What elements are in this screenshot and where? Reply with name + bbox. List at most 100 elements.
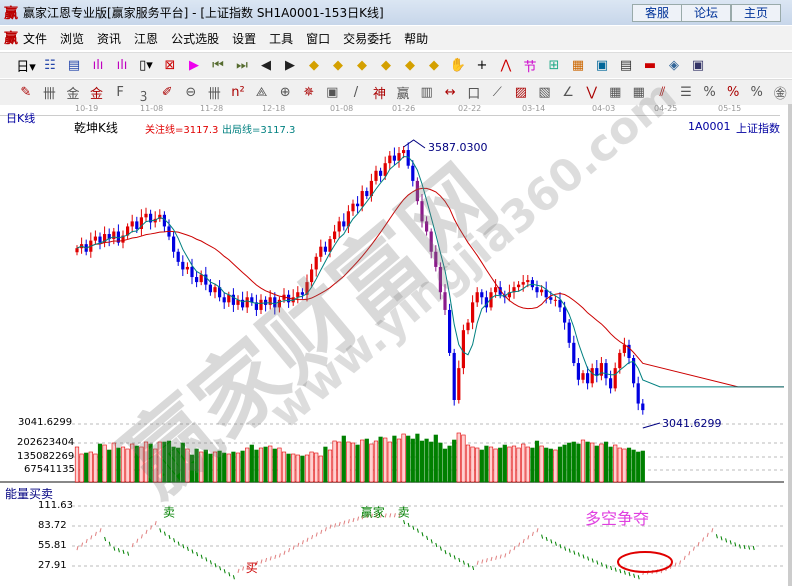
volume-bar xyxy=(318,455,323,483)
parallel-icon[interactable]: ⫽ xyxy=(659,85,666,100)
service-button[interactable]: 客服 xyxy=(632,4,682,22)
menu-item-5[interactable]: 设置 xyxy=(232,31,257,46)
calendar-icon[interactable]: ▦ xyxy=(571,58,585,73)
grid-icon[interactable]: ⊞ xyxy=(548,58,560,73)
grid2-icon[interactable]: ▦ xyxy=(609,85,622,100)
fan-icon[interactable]: ⟋ xyxy=(492,85,502,100)
n2-icon[interactable]: n² xyxy=(231,85,245,100)
pencil-icon[interactable]: ✐ xyxy=(161,85,173,100)
first-icon[interactable]: ⏮ xyxy=(212,58,224,73)
menu-item-6[interactable]: 工具 xyxy=(269,31,294,46)
candle-body xyxy=(425,221,429,232)
period-day-icon[interactable]: 日▾ xyxy=(16,60,36,75)
menu-item-3[interactable]: 江恩 xyxy=(134,31,159,46)
candle-body xyxy=(333,231,337,240)
zoom-left-icon[interactable]: ◆ xyxy=(309,58,319,73)
coin-icon[interactable]: ㊎ xyxy=(773,87,787,102)
rect-icon[interactable]: 口 xyxy=(467,87,481,102)
network-icon[interactable]: ◈ xyxy=(669,58,679,73)
bar9-icon[interactable]: ılı xyxy=(116,58,128,73)
menu-item-7[interactable]: 窗口 xyxy=(306,31,331,46)
flag-icon[interactable]: ▶ xyxy=(189,58,199,73)
angle-icon[interactable]: ⟁ xyxy=(255,85,268,100)
gold2-icon[interactable]: 金 xyxy=(90,87,104,102)
ruler-icon[interactable]: ▥ xyxy=(420,85,433,100)
menu-item-2[interactable]: 资讯 xyxy=(97,31,122,46)
left-icon[interactable]: ◀ xyxy=(261,58,271,73)
box-icon[interactable]: ▣ xyxy=(326,85,339,100)
calculator-icon[interactable]: ▣ xyxy=(595,58,609,73)
shen-icon[interactable]: 神 xyxy=(372,87,386,102)
fan2-icon[interactable]: ∠ xyxy=(562,85,574,100)
indicator-point xyxy=(706,532,709,537)
menu-item-0[interactable]: 文件 xyxy=(23,31,48,46)
candle-body xyxy=(517,284,521,288)
gold1-icon[interactable]: 金 xyxy=(66,87,80,102)
candle-body xyxy=(98,236,102,243)
right-icon[interactable]: ▶ xyxy=(285,58,295,73)
formula-icon[interactable]: ⊠ xyxy=(164,58,176,73)
spiral-icon[interactable]: ꝫ xyxy=(140,86,147,102)
doc-icon[interactable]: ▤ xyxy=(67,58,81,73)
volume-bar xyxy=(107,449,112,483)
computer-icon[interactable]: ▣ xyxy=(691,58,705,73)
gann-box-icon[interactable]: ▨ xyxy=(514,85,528,100)
indicator-point xyxy=(508,549,511,554)
line-icon[interactable]: ⋀ xyxy=(500,58,512,73)
volume-bar xyxy=(84,452,89,483)
table-icon[interactable]: ☰ xyxy=(680,85,692,100)
percent-icon[interactable]: % xyxy=(726,85,740,100)
volume-bar xyxy=(143,441,149,483)
slash-icon[interactable]: / xyxy=(353,85,359,100)
zoom-out-icon[interactable]: ◆ xyxy=(381,58,391,73)
node-icon[interactable]: 节 xyxy=(523,60,537,75)
expand-icon[interactable]: ◆ xyxy=(405,58,415,73)
indicator-point xyxy=(352,517,355,523)
candle-body xyxy=(604,363,608,379)
candle-icon[interactable]: ▯▾ xyxy=(139,58,153,73)
ying-icon[interactable]: 赢 xyxy=(396,87,410,102)
width-icon[interactable]: ↔ xyxy=(444,85,456,100)
bars-icon[interactable]: 卌 xyxy=(207,87,221,102)
star-icon[interactable]: ✵ xyxy=(303,85,315,100)
candle-body xyxy=(75,248,79,253)
volume-bar xyxy=(240,450,245,483)
indicator-point xyxy=(752,545,755,551)
signal-label: 赢家 xyxy=(361,504,385,519)
home-button[interactable]: 主页 xyxy=(731,4,781,22)
circle-icon[interactable]: ⊖ xyxy=(185,85,197,100)
hand-icon[interactable]: ✋ xyxy=(449,58,467,73)
crosshair-icon[interactable]: + xyxy=(476,58,488,73)
wave-icon[interactable]: ⋁ xyxy=(586,85,597,100)
menu-item-4[interactable]: 公式选股 xyxy=(171,31,220,46)
pen-icon[interactable]: ✎ xyxy=(20,85,32,100)
save-icon[interactable]: ▬ xyxy=(643,58,657,73)
percent-lines-icon[interactable]: % xyxy=(750,85,763,100)
menu-item-9[interactable]: 帮助 xyxy=(404,31,429,46)
notes-icon[interactable]: ▤ xyxy=(619,58,633,73)
grid3-icon[interactable]: ▦ xyxy=(632,85,645,100)
bar3-icon[interactable]: ılı xyxy=(92,58,104,73)
target-icon[interactable]: ⊕ xyxy=(279,85,291,100)
hash-icon[interactable]: 卌 xyxy=(42,87,56,102)
f-icon[interactable]: F xyxy=(116,85,124,100)
volume-bar xyxy=(272,448,277,483)
volume-bar xyxy=(576,443,581,483)
candle-body xyxy=(484,297,488,308)
percent-line-icon[interactable]: % xyxy=(703,85,716,100)
zoom-in-icon[interactable]: ◆ xyxy=(357,58,367,73)
indicator-point xyxy=(140,534,143,539)
zoom-right-icon[interactable]: ◆ xyxy=(333,58,343,73)
chart-icon[interactable]: ☷ xyxy=(44,58,56,73)
shrink-icon[interactable]: ◆ xyxy=(429,58,439,73)
menu-item-8[interactable]: 交易委托 xyxy=(343,31,392,46)
last-icon[interactable]: ⏭ xyxy=(236,58,248,73)
volume-bar xyxy=(226,453,231,483)
gann-sq-icon[interactable]: ▧ xyxy=(538,85,551,100)
volume-bar xyxy=(309,451,314,483)
scrollbar[interactable] xyxy=(788,104,792,586)
menu-item-1[interactable]: 浏览 xyxy=(60,31,85,46)
date-tick: 11-08 xyxy=(140,104,164,113)
forum-button[interactable]: 论坛 xyxy=(681,4,731,22)
